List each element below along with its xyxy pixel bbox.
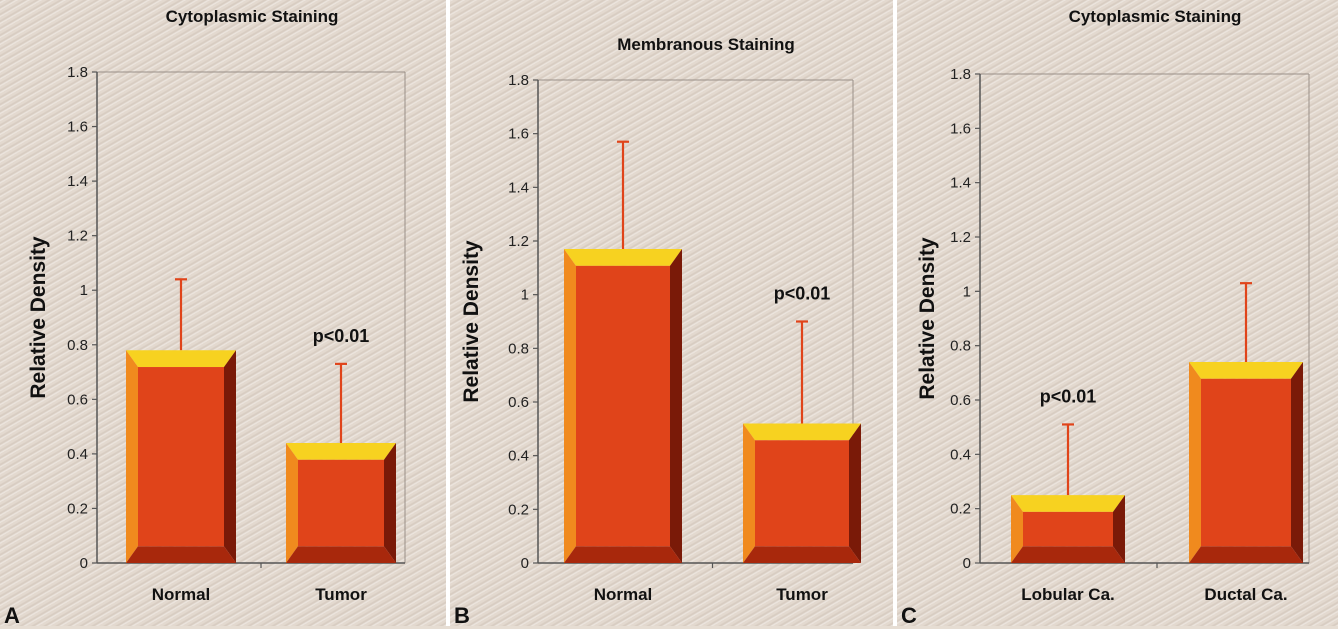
bar-bevel-left [1011, 495, 1023, 563]
y-tick-label: 0 [521, 555, 529, 572]
panel-divider [893, 0, 897, 626]
chart-b: 0 0.2 0.4 0.6 0.8 1 1.2 1.4 1.6 1.8 Membranous Sta… [460, 35, 861, 604]
y-tick-label: 1.2 [508, 233, 529, 250]
bar-bevel-left [126, 350, 138, 563]
bar-bevel-right [670, 249, 682, 564]
bar-bevel-left [1189, 361, 1201, 563]
y-tick-label: 1.8 [67, 64, 88, 81]
bar-bevel-right [1113, 495, 1125, 563]
bar [298, 459, 384, 547]
y-tick-label: 0.8 [950, 338, 971, 355]
panel-divider [446, 0, 450, 626]
panel-label-a: A [4, 603, 20, 628]
y-tick-label: 0.4 [67, 446, 88, 463]
bar-bevel-right [849, 423, 861, 563]
bar-bevel-top [743, 423, 861, 441]
bar [755, 440, 849, 547]
panel-a: 0 0.2 0.4 0.6 0.8 1 1.2 1.4 1.6 1.8 Cytoplasmic St… [0, 0, 446, 628]
x-tick-label: Tumor [776, 585, 828, 604]
bar-bevel-right [384, 442, 396, 563]
panel-b: 0 0.2 0.4 0.6 0.8 1 1.2 1.4 1.6 1.8 Membranous Sta… [450, 0, 893, 628]
y-tick-label: 1 [963, 283, 971, 300]
y-tick-label: 0.4 [950, 446, 971, 463]
y-tick-label: 0.6 [950, 392, 971, 409]
y-tick-label: 1.4 [508, 179, 529, 196]
chart-c: 0 0.2 0.4 0.6 0.8 1 1.2 1.4 1.6 1.8 Cytoplasmic St… [916, 7, 1310, 604]
bar-bevel-bottom [126, 546, 236, 563]
x-tick-label: Normal [152, 585, 211, 604]
y-tick-label: 1.8 [508, 72, 529, 89]
y-tick-label: 1.2 [950, 229, 971, 246]
y-tick-label: 1.2 [67, 228, 88, 245]
bar [576, 265, 670, 547]
panel-c: 0 0.2 0.4 0.6 0.8 1 1.2 1.4 1.6 1.8 Cytoplasmic St… [897, 0, 1338, 628]
bar [138, 367, 224, 547]
bar-bevel-bottom [286, 546, 396, 563]
y-axis-label: Relative Density [916, 237, 939, 400]
y-tick-label: 1.6 [508, 126, 529, 143]
y-tick-label: 1.8 [950, 66, 971, 83]
bar-bevel-left [743, 423, 755, 563]
y-tick-label: 0.6 [508, 394, 529, 411]
bar-bevel-top [564, 249, 682, 266]
y-tick-label: 1.4 [950, 175, 971, 192]
bar-bevel-left [286, 442, 298, 563]
bar-bevel-top [1189, 361, 1303, 379]
y-tick-label: 0.2 [508, 501, 529, 518]
panel-label-b: B [454, 603, 470, 628]
bar-bevel-bottom [743, 546, 861, 563]
y-tick-label: 1 [80, 282, 88, 299]
y-tick-label: 0.8 [508, 340, 529, 357]
bar-bevel-top [126, 350, 236, 368]
y-tick-label: 0.2 [67, 500, 88, 517]
bar-bevel-top [286, 442, 396, 460]
bar-bevel-right [224, 350, 236, 563]
chart-title: Membranous Staining [617, 35, 795, 54]
y-tick-label: 0.2 [950, 501, 971, 518]
bar [1201, 378, 1291, 547]
y-tick-label: 1 [521, 287, 529, 304]
y-tick-label: 1.4 [67, 173, 88, 190]
bar-bevel-bottom [1011, 546, 1125, 563]
y-tick-label: 0.6 [67, 391, 88, 408]
y-tick-label: 0 [80, 555, 88, 572]
chart-title: Cytoplasmic Staining [166, 7, 339, 26]
bar-bevel-left [564, 249, 576, 564]
y-tick-label: 0 [963, 555, 971, 572]
significance-annotation: p<0.01 [1040, 386, 1097, 406]
y-axis-label: Relative Density [460, 240, 483, 403]
y-axis-label: Relative Density [27, 236, 50, 399]
panel-label-c: C [901, 603, 917, 628]
bar-bevel-top [1011, 495, 1125, 512]
y-tick-label: 1.6 [950, 120, 971, 137]
significance-annotation: p<0.01 [774, 284, 831, 304]
x-tick-label: Lobular Ca. [1021, 585, 1115, 604]
chart-title: Cytoplasmic Staining [1069, 7, 1242, 26]
bar-bevel-right [1291, 361, 1303, 563]
bar-bevel-bottom [564, 546, 682, 563]
x-tick-label: Ductal Ca. [1204, 585, 1287, 604]
y-tick-label: 1.6 [67, 119, 88, 136]
y-tick-label: 0.4 [508, 448, 529, 465]
x-tick-label: Tumor [315, 585, 367, 604]
x-tick-label: Normal [594, 585, 653, 604]
bar [1023, 511, 1113, 547]
significance-annotation: p<0.01 [313, 326, 370, 346]
bar-bevel-bottom [1189, 546, 1303, 563]
y-tick-label: 0.8 [67, 337, 88, 354]
chart-a: 0 0.2 0.4 0.6 0.8 1 1.2 1.4 1.6 1.8 Cytoplasmic St… [27, 7, 406, 604]
